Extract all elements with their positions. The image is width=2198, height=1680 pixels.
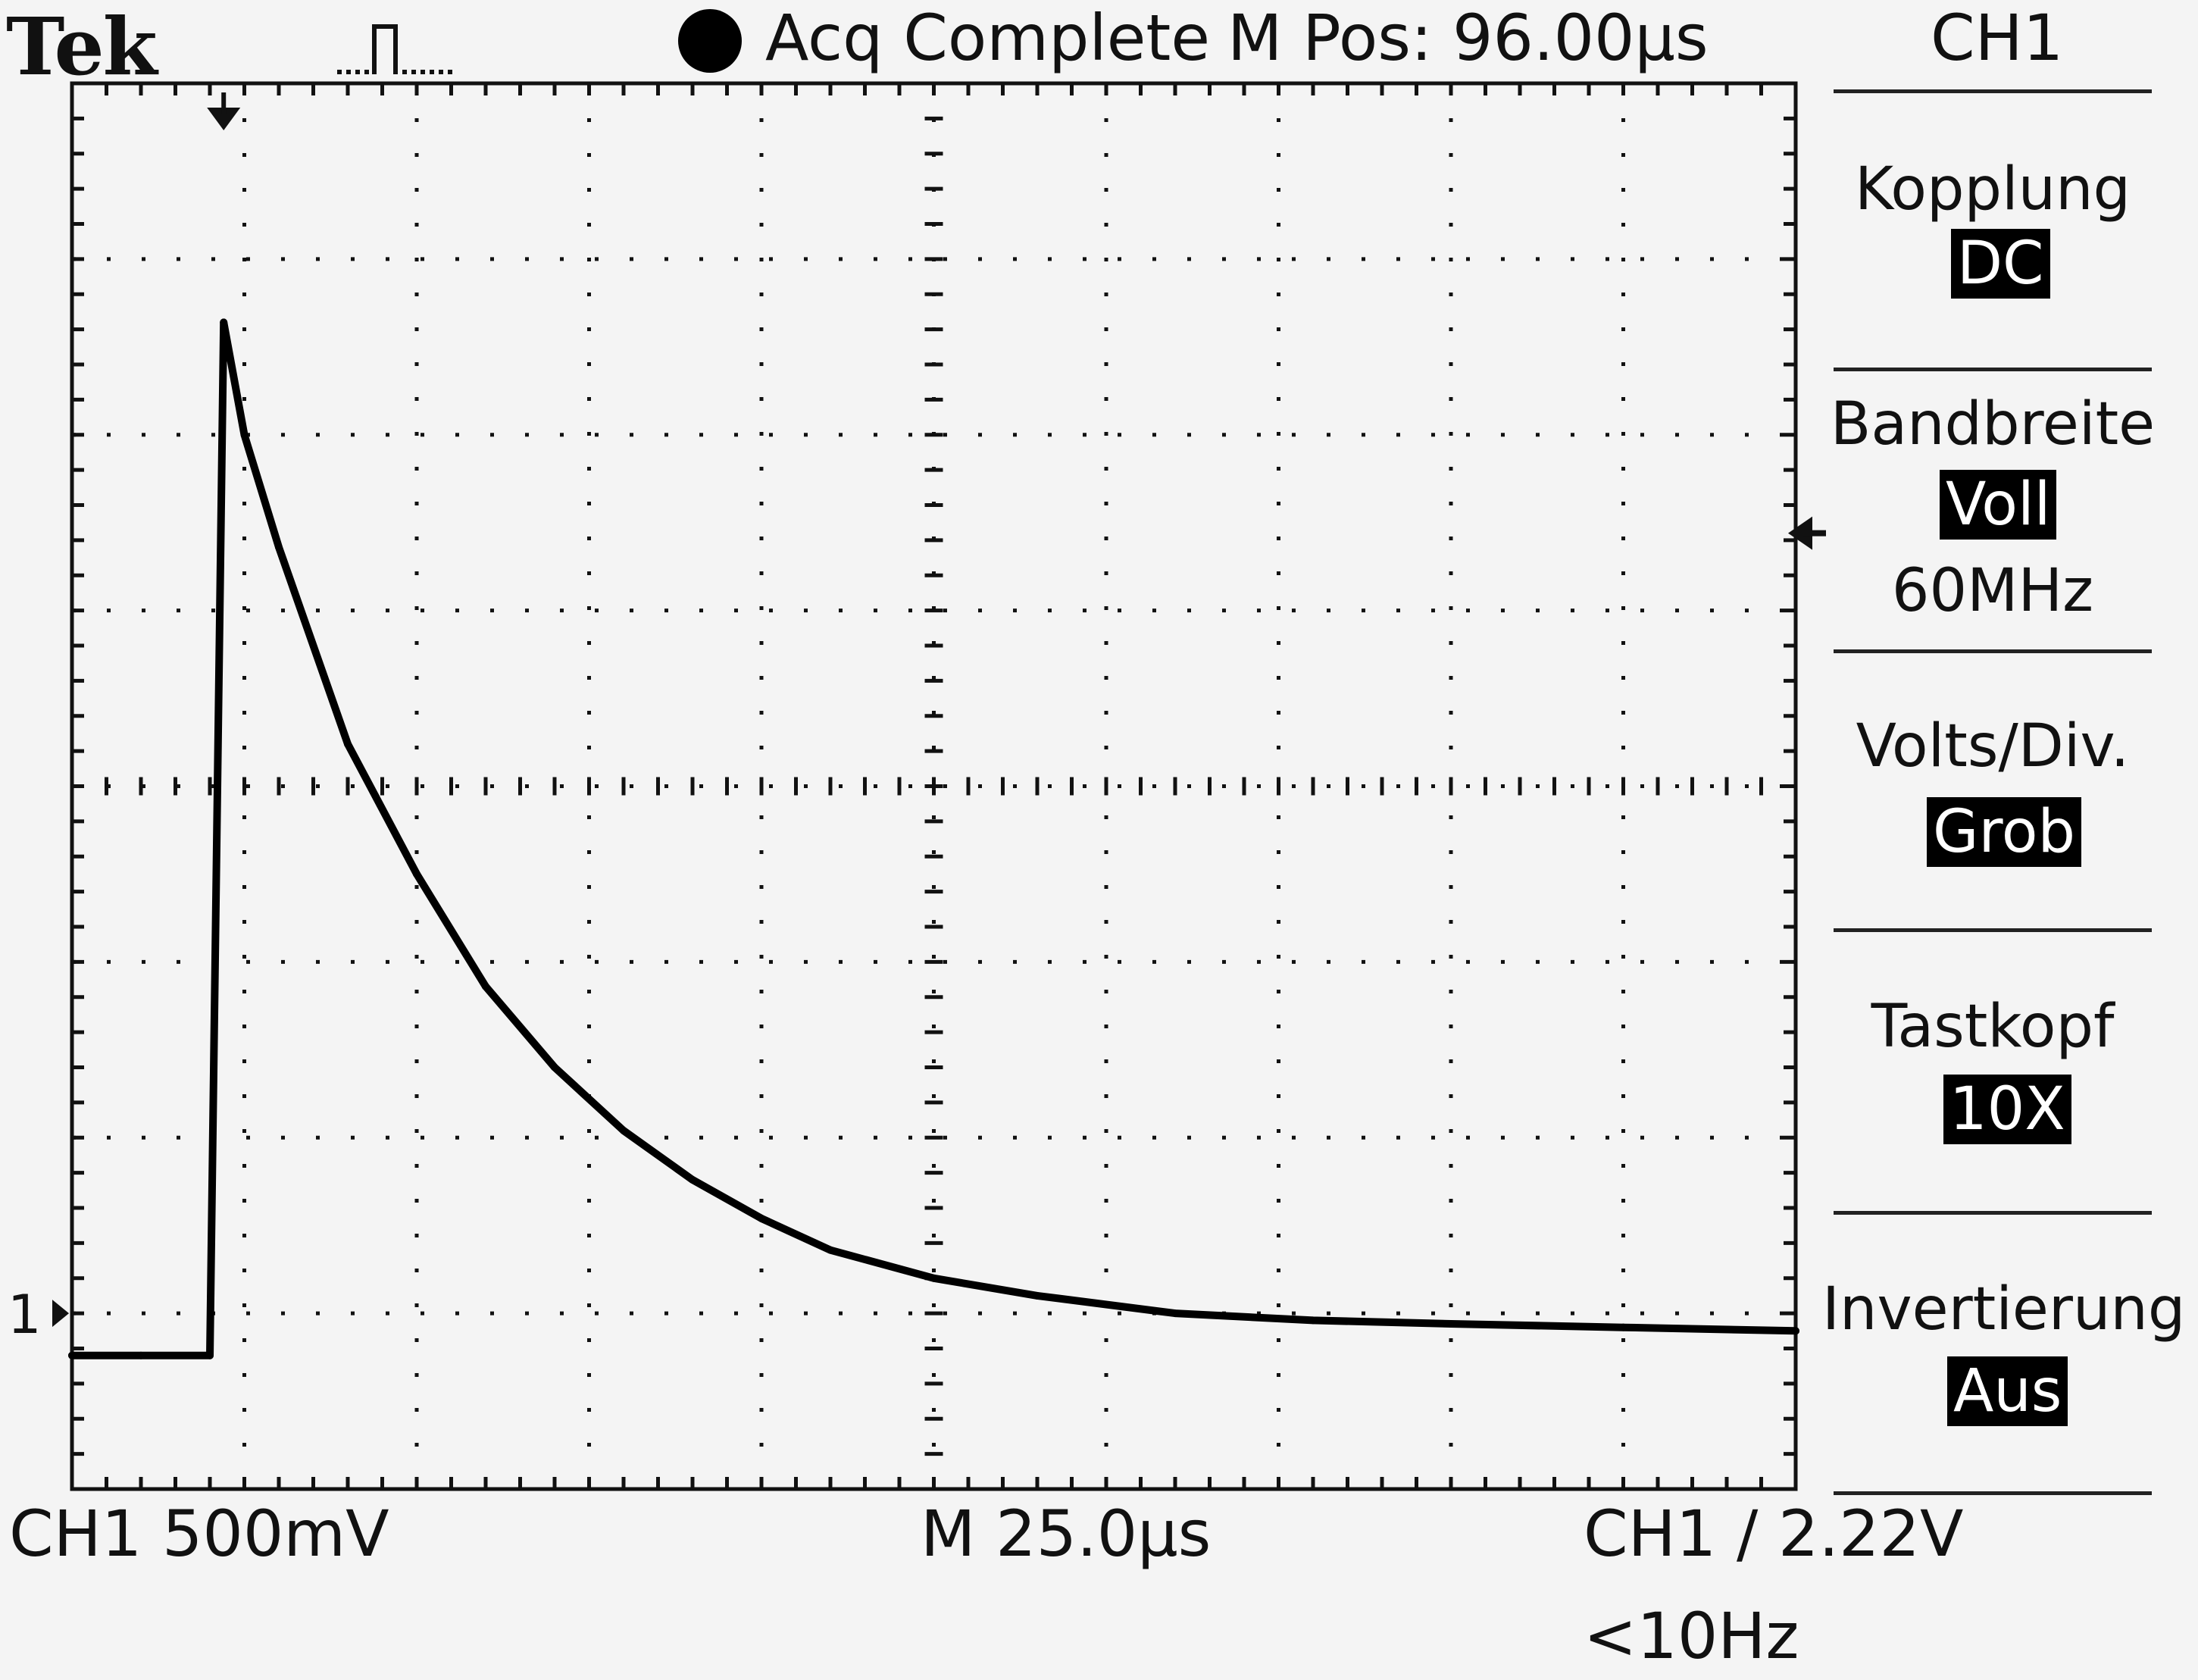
menu-divider	[1834, 928, 2152, 932]
waveform-point	[344, 740, 352, 748]
menu-channel-title: CH1	[1931, 1, 2064, 75]
timebase-readout: M 25.0µs	[921, 1497, 1212, 1571]
graticule-grid	[70, 81, 1798, 1491]
waveform-point	[1171, 1309, 1179, 1318]
waveform-point	[220, 318, 228, 327]
waveform-point	[827, 1246, 834, 1254]
waveform-point	[68, 1351, 76, 1359]
frequency-readout: <10Hz	[1584, 1599, 1799, 1673]
menu-divider	[1834, 649, 2152, 653]
pulse-trigger-icon	[337, 24, 452, 74]
menu-value-volts-div[interactable]: Grob	[1927, 797, 2082, 868]
menu-divider	[1834, 1211, 2152, 1215]
menu-value-bandwidth[interactable]: Voll	[1940, 470, 2057, 540]
menu-value-probe[interactable]: 10X	[1943, 1075, 2071, 1145]
menu-divider	[1834, 1491, 2152, 1495]
horizontal-position: M Pos: 96.00µs	[1227, 1, 1709, 75]
ground-arrow-icon	[52, 1300, 69, 1328]
waveform-point	[758, 1214, 765, 1222]
waveform-point	[551, 1063, 558, 1072]
waveform-point	[206, 1351, 214, 1359]
menu-label-bandwidth: Bandbreite	[1830, 390, 2156, 458]
waveform-point	[689, 1175, 696, 1184]
waveform-point	[275, 543, 283, 552]
waveform-point	[1619, 1323, 1627, 1331]
down-arrow-icon	[207, 108, 241, 130]
menu-label-invert: Invertierung	[1822, 1275, 2186, 1344]
channel-scale-readout: CH1 500mV	[9, 1497, 389, 1571]
acquisition-status: Acq Complete	[765, 1, 1211, 75]
waveform-trace	[68, 318, 1799, 1359]
waveform-point	[240, 430, 249, 439]
menu-sub-bandwidth: 60MHz	[1891, 557, 2094, 625]
waveform-point	[1033, 1291, 1041, 1300]
menu-label-probe: Tastkopf	[1871, 993, 2115, 1061]
left-arrow-icon	[1788, 516, 1812, 550]
trigger-readout: CH1 ∕ 2.22V	[1584, 1497, 1964, 1571]
waveform-point	[1309, 1316, 1317, 1325]
waveform-point	[1792, 1327, 1799, 1335]
waveform-point	[930, 1274, 938, 1282]
waveform-point	[620, 1126, 627, 1134]
menu-divider	[1834, 89, 2152, 93]
waveform-point	[137, 1351, 145, 1359]
menu-value-coupling[interactable]: DC	[1951, 229, 2050, 299]
channel-ground-marker: 1	[8, 1284, 42, 1346]
brand-logo: Tek	[6, 0, 158, 93]
waveform-point	[482, 982, 489, 990]
menu-value-invert[interactable]: Aus	[1947, 1356, 2068, 1427]
waveform-point	[1447, 1320, 1455, 1328]
waveform-point	[413, 870, 421, 878]
menu-label-volts-div: Volts/Div.	[1856, 712, 2130, 781]
acquisition-status-icon	[678, 9, 742, 73]
menu-divider	[1834, 368, 2152, 371]
menu-label-coupling: Kopplung	[1854, 155, 2131, 224]
